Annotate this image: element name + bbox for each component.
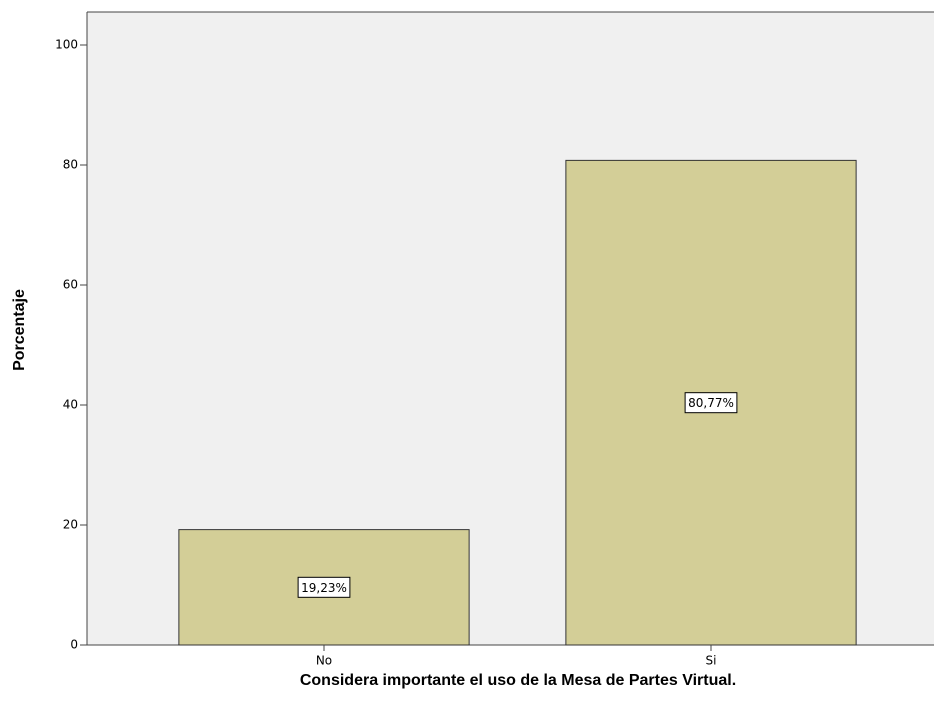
value-label: 80,77% — [688, 396, 734, 410]
y-tick-label: 20 — [63, 518, 78, 532]
y-tick-label: 60 — [63, 278, 78, 292]
y-tick-label: 80 — [63, 158, 78, 172]
y-tick-label: 0 — [70, 638, 78, 652]
y-axis-title: Porcentaje — [11, 289, 28, 371]
value-label-box — [297, 576, 351, 598]
x-axis-title: Considera importante el uso de la Mesa d… — [300, 672, 736, 689]
value-label-box — [684, 392, 738, 414]
y-tick-label: 40 — [63, 398, 78, 412]
x-tick-label: Si — [706, 654, 717, 668]
y-tick-label: 100 — [55, 38, 78, 52]
x-tick-label: No — [316, 654, 332, 668]
value-label: 19,23% — [301, 581, 347, 595]
